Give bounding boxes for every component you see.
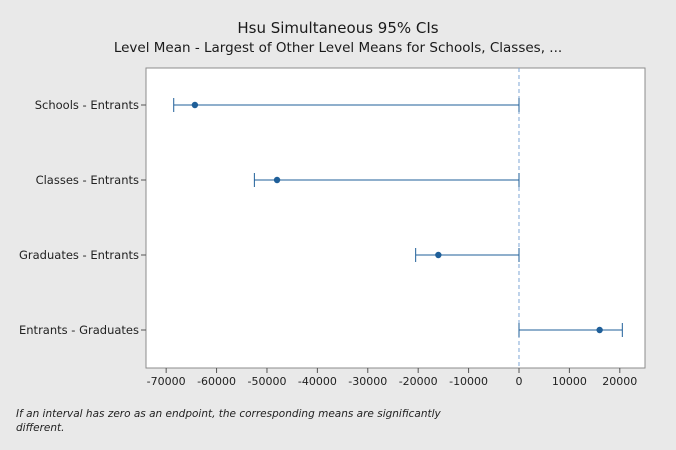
x-tick-label-1: -60000 (197, 375, 236, 388)
x-tick-label-8: 10000 (552, 375, 587, 388)
plot-content: -70000 -60000 -50000 -40000 -30000 -20000 -100… (19, 68, 637, 388)
x-tick-label-5: -20000 (399, 375, 438, 388)
x-tick-label-7: 0 (515, 375, 522, 388)
x-tick-label-6: -10000 (449, 375, 488, 388)
x-tick-label-4: -30000 (348, 375, 387, 388)
estimate-point-1 (273, 176, 281, 184)
category-label-3: Entrants - Graduates (19, 323, 139, 337)
footnote: If an interval has zero as an endpoint, … (16, 408, 441, 434)
estimate-point-2 (435, 251, 442, 259)
chart-title: Hsu Simultaneous 95% CIs (237, 19, 438, 37)
x-tick-label-2: -50000 (247, 375, 286, 388)
category-label-0: Schools - Entrants (35, 98, 139, 112)
plot-area (145, 67, 646, 369)
category-label-1: Classes - Entrants (36, 173, 139, 187)
estimate-point-3 (596, 326, 603, 334)
x-tick-label-9: 20000 (602, 375, 637, 388)
estimate-point-0 (191, 101, 199, 109)
x-tick-label-3: -40000 (298, 375, 337, 388)
category-label-2: Graduates - Entrants (19, 248, 139, 262)
chart-subtitle: Level Mean - Largest of Other Level Mean… (114, 40, 562, 56)
x-tick-label-0: -70000 (147, 375, 186, 388)
